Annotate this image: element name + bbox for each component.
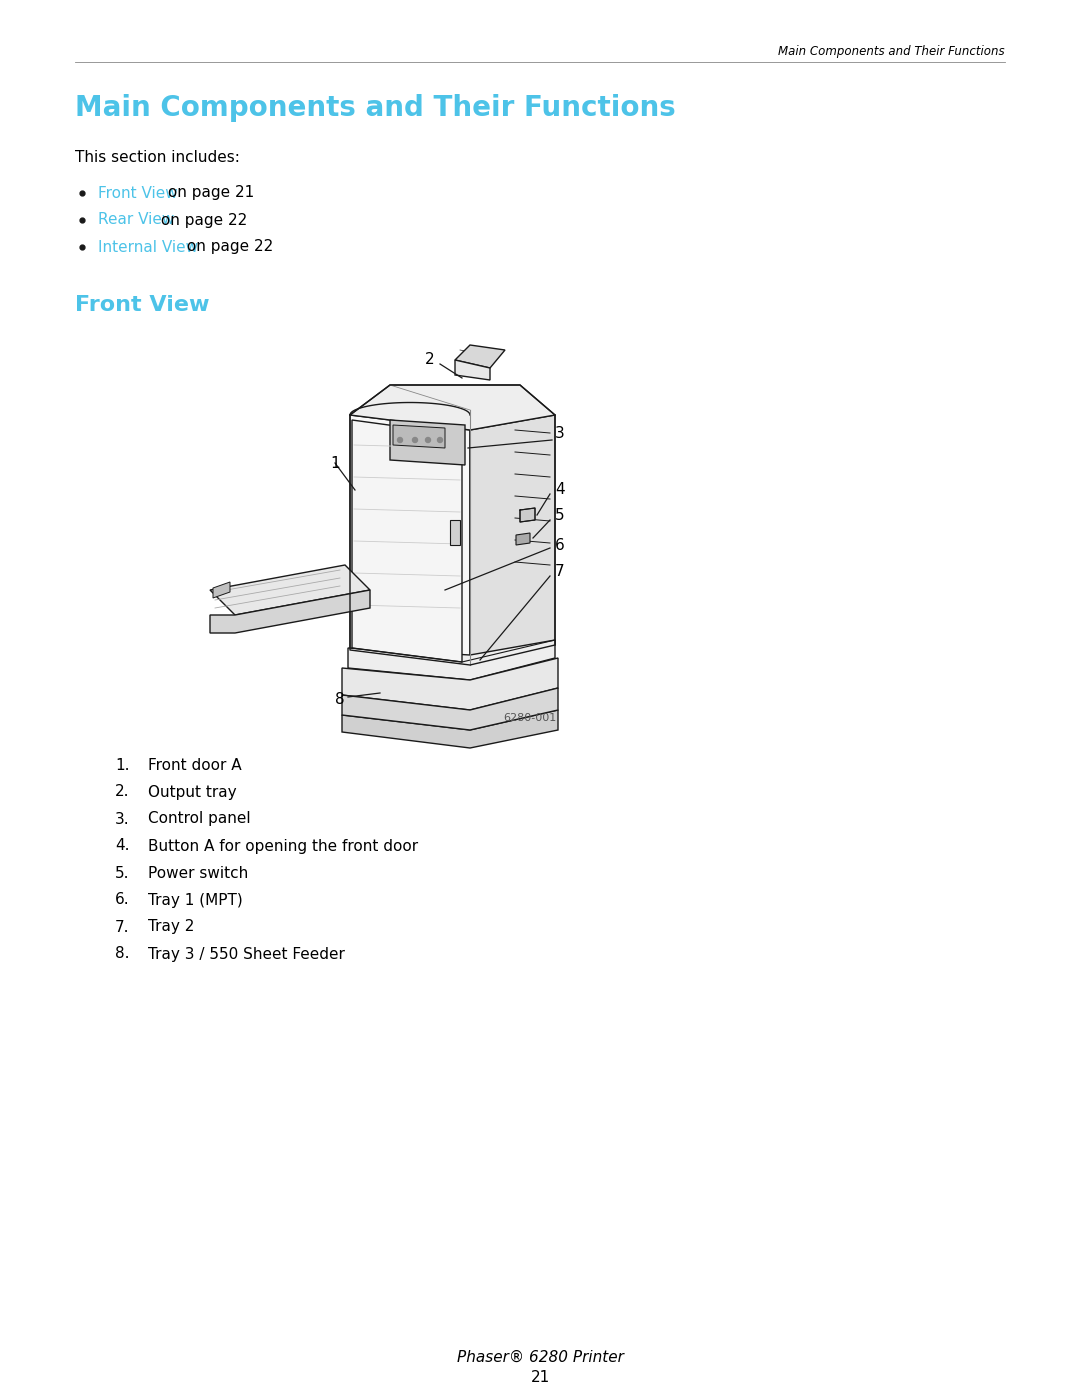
Text: Front View: Front View xyxy=(98,186,178,201)
Text: on page 22: on page 22 xyxy=(157,212,247,228)
Polygon shape xyxy=(519,509,535,522)
Text: on page 21: on page 21 xyxy=(163,186,254,201)
Polygon shape xyxy=(450,520,460,545)
Circle shape xyxy=(426,437,431,443)
Text: Phaser® 6280 Printer: Phaser® 6280 Printer xyxy=(457,1350,623,1365)
Text: Main Components and Their Functions: Main Components and Their Functions xyxy=(779,46,1005,59)
Polygon shape xyxy=(342,658,558,710)
Text: 6280-001: 6280-001 xyxy=(503,712,557,724)
Text: 7: 7 xyxy=(555,564,565,580)
Polygon shape xyxy=(390,420,465,465)
Polygon shape xyxy=(470,415,555,665)
Polygon shape xyxy=(350,386,555,430)
Text: 5.: 5. xyxy=(114,866,130,880)
Text: Rear View: Rear View xyxy=(98,212,174,228)
Text: Power switch: Power switch xyxy=(148,866,248,880)
Text: Button A for opening the front door: Button A for opening the front door xyxy=(148,838,418,854)
Circle shape xyxy=(413,437,418,443)
Text: 2: 2 xyxy=(426,352,435,367)
Polygon shape xyxy=(213,583,230,598)
Polygon shape xyxy=(348,640,555,680)
Text: This section includes:: This section includes: xyxy=(75,151,240,165)
Text: Internal View: Internal View xyxy=(98,239,198,254)
Text: Tray 3 / 550 Sheet Feeder: Tray 3 / 550 Sheet Feeder xyxy=(148,947,345,961)
Text: Main Components and Their Functions: Main Components and Their Functions xyxy=(75,94,676,122)
Text: 7.: 7. xyxy=(114,919,130,935)
Text: Front door A: Front door A xyxy=(148,757,242,773)
Text: Front View: Front View xyxy=(75,295,210,314)
Text: Control panel: Control panel xyxy=(148,812,251,827)
Polygon shape xyxy=(455,360,490,380)
Text: 6: 6 xyxy=(555,538,565,553)
Polygon shape xyxy=(455,345,505,367)
Text: 1: 1 xyxy=(330,455,340,471)
Polygon shape xyxy=(350,415,470,665)
Text: 3: 3 xyxy=(555,426,565,440)
Polygon shape xyxy=(352,420,462,662)
Text: 4: 4 xyxy=(555,482,565,497)
Polygon shape xyxy=(516,534,530,545)
Circle shape xyxy=(397,437,403,443)
Polygon shape xyxy=(393,425,445,448)
Text: 4.: 4. xyxy=(114,838,130,854)
Text: Output tray: Output tray xyxy=(148,785,237,799)
Circle shape xyxy=(437,437,443,443)
Polygon shape xyxy=(210,590,370,633)
Text: 1.: 1. xyxy=(114,757,130,773)
Polygon shape xyxy=(342,710,558,747)
Text: Tray 1 (MPT): Tray 1 (MPT) xyxy=(148,893,243,908)
Polygon shape xyxy=(210,564,370,615)
Text: Tray 2: Tray 2 xyxy=(148,919,194,935)
Text: 8.: 8. xyxy=(114,947,130,961)
Text: 5: 5 xyxy=(555,509,565,524)
Text: 2.: 2. xyxy=(114,785,130,799)
Polygon shape xyxy=(342,687,558,731)
Text: on page 22: on page 22 xyxy=(183,239,273,254)
Text: 6.: 6. xyxy=(114,893,130,908)
Text: 21: 21 xyxy=(530,1370,550,1386)
Text: 3.: 3. xyxy=(114,812,130,827)
Text: 8: 8 xyxy=(335,693,345,707)
